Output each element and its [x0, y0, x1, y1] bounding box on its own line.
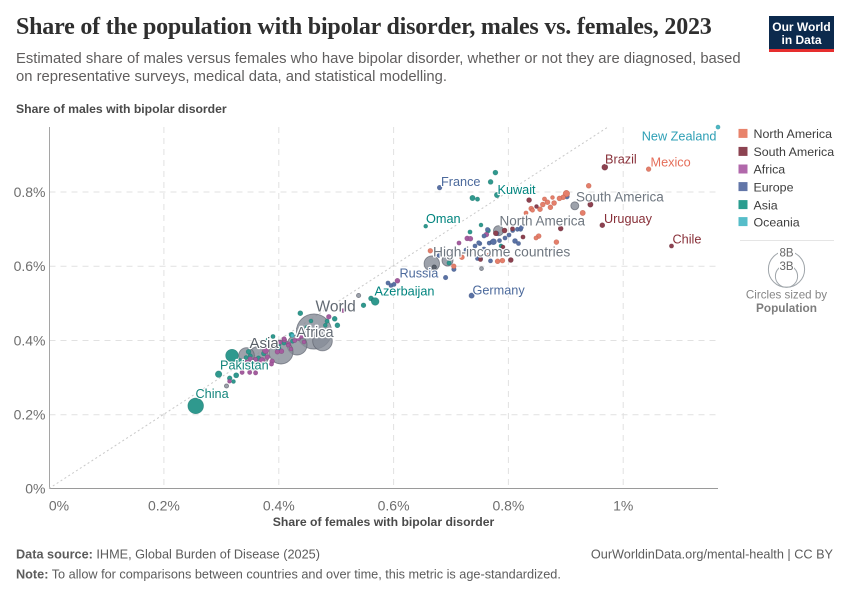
svg-text:Europe: Europe: [754, 180, 794, 194]
svg-text:Mexico: Mexico: [651, 156, 691, 170]
svg-text:Pakistan: Pakistan: [220, 359, 269, 373]
svg-text:Kuwait: Kuwait: [498, 183, 537, 197]
svg-text:0.2%: 0.2%: [148, 497, 180, 513]
svg-text:Data source: IHME, Global Burd: Data source: IHME, Global Burden of Dise…: [16, 548, 320, 562]
svg-text:World: World: [316, 299, 356, 316]
svg-text:0.4%: 0.4%: [263, 497, 295, 513]
svg-text:0.6%: 0.6%: [14, 258, 46, 274]
svg-text:OurWorldinData.org/mental-heal: OurWorldinData.org/mental-health | CC BY: [591, 548, 834, 562]
svg-text:0.6%: 0.6%: [378, 497, 410, 513]
svg-text:North America: North America: [500, 213, 586, 228]
svg-text:0.8%: 0.8%: [14, 184, 46, 200]
svg-text:Note: To allow for comparisons: Note: To allow for comparisons between c…: [16, 568, 561, 582]
svg-text:0.8%: 0.8%: [492, 497, 524, 513]
svg-text:France: France: [441, 175, 481, 189]
svg-text:Population: Population: [756, 301, 817, 315]
svg-text:Asia: Asia: [754, 198, 778, 212]
svg-text:Germany: Germany: [473, 284, 526, 298]
svg-text:0.2%: 0.2%: [14, 407, 46, 423]
svg-text:0%: 0%: [25, 480, 45, 496]
svg-text:0%: 0%: [49, 497, 69, 513]
svg-text:0.4%: 0.4%: [14, 332, 46, 348]
svg-text:Uruguay: Uruguay: [604, 212, 653, 226]
svg-text:China: China: [196, 387, 230, 401]
svg-text:North America: North America: [754, 127, 833, 141]
svg-text:8B: 8B: [779, 247, 793, 259]
svg-text:Chile: Chile: [673, 233, 702, 247]
svg-text:3B: 3B: [779, 261, 793, 273]
svg-text:Share of females with bipolar: Share of females with bipolar disorder: [273, 515, 495, 529]
svg-text:South America: South America: [754, 145, 835, 159]
svg-text:Circles sized by: Circles sized by: [746, 289, 827, 302]
svg-text:Africa: Africa: [297, 325, 335, 341]
svg-text:Oceania: Oceania: [754, 215, 800, 229]
svg-text:Brazil: Brazil: [605, 153, 637, 167]
svg-text:Africa: Africa: [754, 163, 786, 177]
svg-text:1%: 1%: [613, 497, 633, 513]
svg-text:Oman: Oman: [426, 212, 461, 226]
svg-text:Asia: Asia: [250, 335, 280, 352]
svg-text:New Zealand: New Zealand: [642, 130, 717, 144]
svg-text:Russia: Russia: [400, 267, 440, 281]
svg-text:South America: South America: [576, 190, 664, 205]
svg-text:High-income countries: High-income countries: [433, 245, 570, 260]
svg-text:Azerbaijan: Azerbaijan: [375, 285, 435, 299]
